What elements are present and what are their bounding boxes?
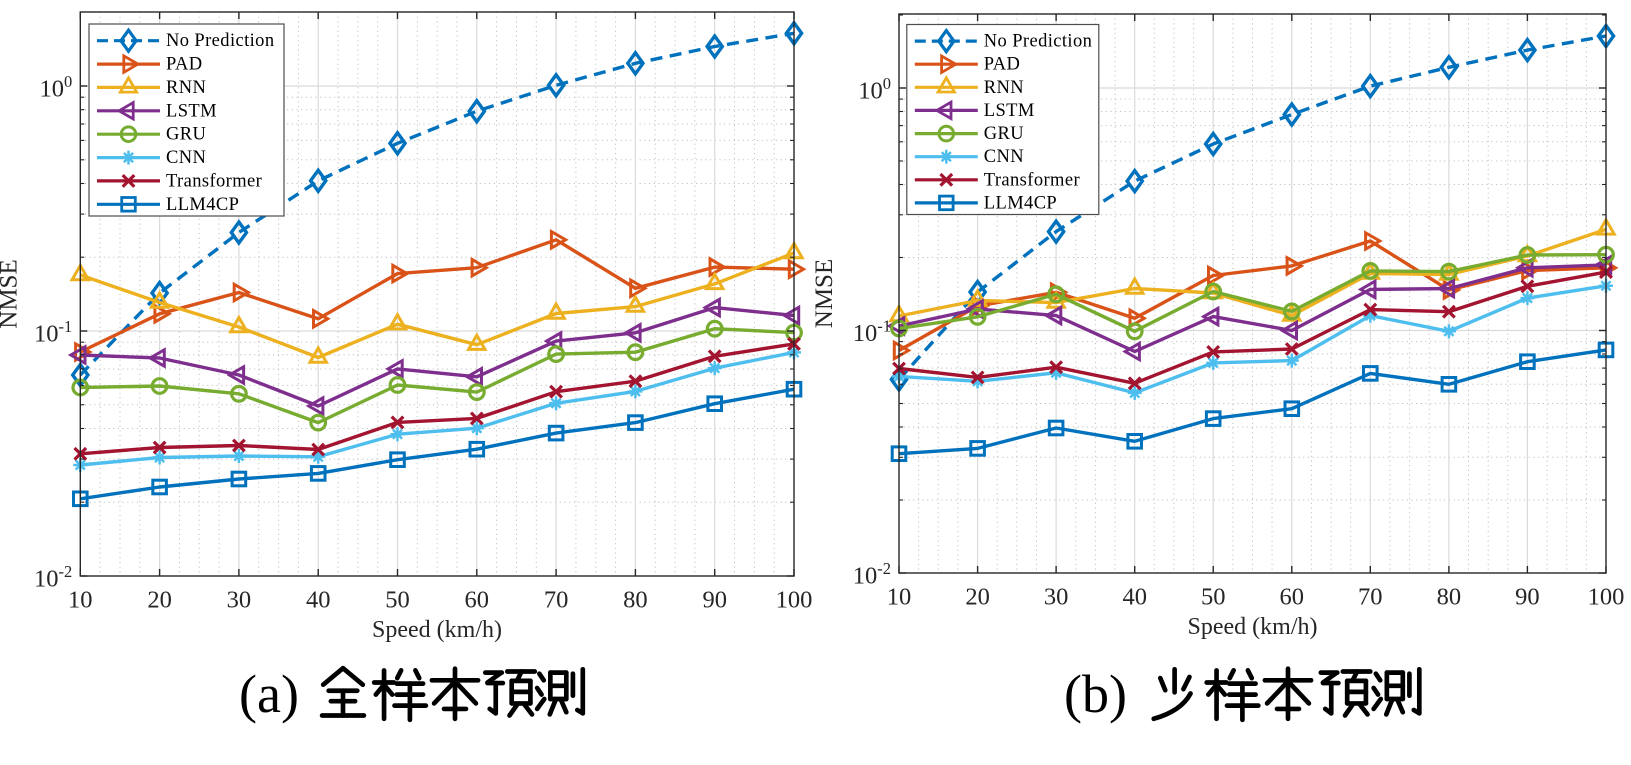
- svg-text:Transformer: Transformer: [984, 170, 1080, 190]
- svg-text:LLM4CP: LLM4CP: [984, 193, 1057, 213]
- svg-text:10: 10: [68, 587, 93, 614]
- svg-text:50: 50: [385, 587, 410, 614]
- svg-text:LSTM: LSTM: [984, 101, 1035, 121]
- svg-text:RNN: RNN: [984, 78, 1024, 98]
- svg-text:NMSE: NMSE: [811, 259, 838, 328]
- svg-text:No Prediction: No Prediction: [984, 32, 1092, 52]
- svg-text:CNN: CNN: [166, 148, 206, 168]
- svg-text:100: 100: [40, 72, 73, 103]
- svg-text:50: 50: [1201, 584, 1226, 611]
- svg-text:(b): (b): [1064, 664, 1127, 724]
- svg-text:10: 10: [887, 584, 912, 611]
- svg-text:(a): (a): [239, 664, 299, 724]
- svg-text:GRU: GRU: [984, 124, 1024, 144]
- svg-text:Transformer: Transformer: [166, 171, 262, 191]
- svg-text:30: 30: [227, 587, 252, 614]
- svg-text:100: 100: [776, 587, 813, 614]
- svg-text:90: 90: [702, 587, 727, 614]
- svg-text:20: 20: [965, 584, 990, 611]
- svg-text:30: 30: [1044, 584, 1069, 611]
- svg-text:RNN: RNN: [166, 78, 206, 98]
- svg-text:PAD: PAD: [166, 55, 203, 75]
- svg-text:40: 40: [306, 587, 331, 614]
- svg-text:70: 70: [544, 587, 569, 614]
- svg-text:40: 40: [1122, 584, 1147, 611]
- svg-text:CNN: CNN: [984, 147, 1024, 167]
- svg-text:Speed (km/h): Speed (km/h): [372, 617, 502, 643]
- svg-text:GRU: GRU: [166, 125, 206, 145]
- svg-text:80: 80: [1437, 584, 1462, 611]
- svg-text:LLM4CP: LLM4CP: [166, 195, 239, 215]
- svg-text:PAD: PAD: [984, 55, 1021, 75]
- svg-text:20: 20: [147, 587, 172, 614]
- svg-text:LSTM: LSTM: [166, 101, 217, 121]
- svg-text:90: 90: [1515, 584, 1540, 611]
- svg-text:No Prediction: No Prediction: [166, 31, 274, 51]
- svg-text:80: 80: [623, 587, 648, 614]
- svg-text:70: 70: [1358, 584, 1383, 611]
- svg-text:60: 60: [465, 587, 490, 614]
- svg-text:60: 60: [1280, 584, 1305, 611]
- svg-text:Speed (km/h): Speed (km/h): [1188, 614, 1318, 640]
- svg-text:NMSE: NMSE: [0, 259, 23, 328]
- svg-text:100: 100: [1588, 584, 1625, 611]
